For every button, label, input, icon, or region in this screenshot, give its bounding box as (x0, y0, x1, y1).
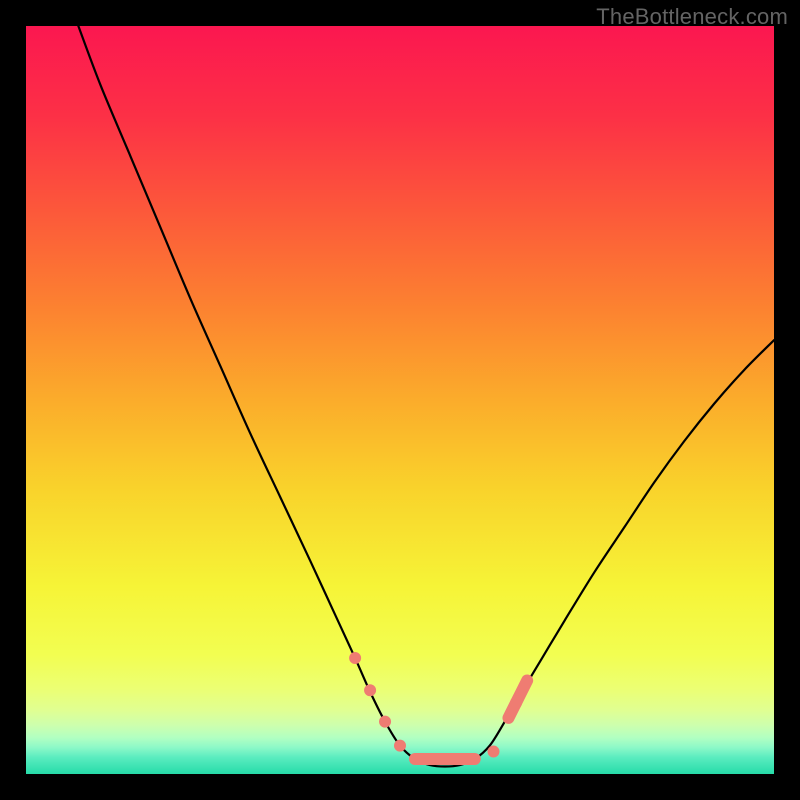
bottleneck-curve-chart (26, 26, 774, 774)
marker-dot (364, 684, 376, 696)
plot-area (26, 26, 774, 774)
marker-dot (510, 697, 522, 709)
marker-dot (488, 746, 500, 758)
marker-dot (379, 716, 391, 728)
marker-dot (349, 652, 361, 664)
marker-dot (394, 740, 406, 752)
chart-frame: TheBottleneck.com (0, 0, 800, 800)
gradient-background (26, 26, 774, 774)
